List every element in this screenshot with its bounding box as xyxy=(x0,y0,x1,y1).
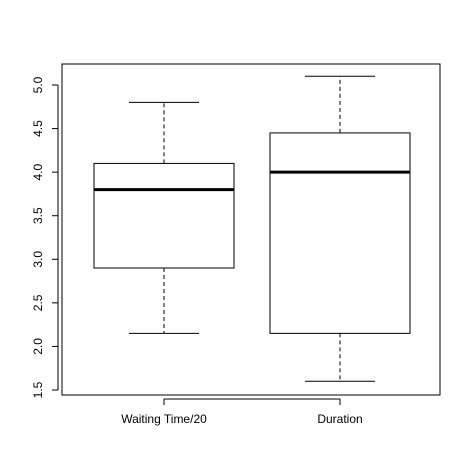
y-axis: 1.5 2.0 2.5 3.0 3.5 4.0 4.5 5.0 xyxy=(31,76,59,398)
y-tick-label: 2.5 xyxy=(31,294,45,311)
box-1 xyxy=(93,101,235,334)
y-tick-label: 1.5 xyxy=(31,381,45,398)
y-tick-label: 4.0 xyxy=(31,163,45,180)
boxes-group xyxy=(93,75,411,382)
y-tick-label: 5.0 xyxy=(31,76,45,93)
x-axis: Waiting Time/20 Duration xyxy=(121,398,363,426)
x-tick-label: Duration xyxy=(317,412,362,426)
y-tick-label: 4.5 xyxy=(31,120,45,137)
plot-frame xyxy=(61,63,441,396)
y-tick-label: 3.0 xyxy=(31,251,45,268)
y-tick-label: 3.5 xyxy=(31,207,45,224)
plot-border xyxy=(61,63,441,396)
box-2 xyxy=(269,75,411,382)
y-tick-label: 2.0 xyxy=(31,338,45,355)
iqr-box xyxy=(93,162,235,269)
iqr-box xyxy=(269,132,411,334)
x-tick-label: Waiting Time/20 xyxy=(121,412,207,426)
